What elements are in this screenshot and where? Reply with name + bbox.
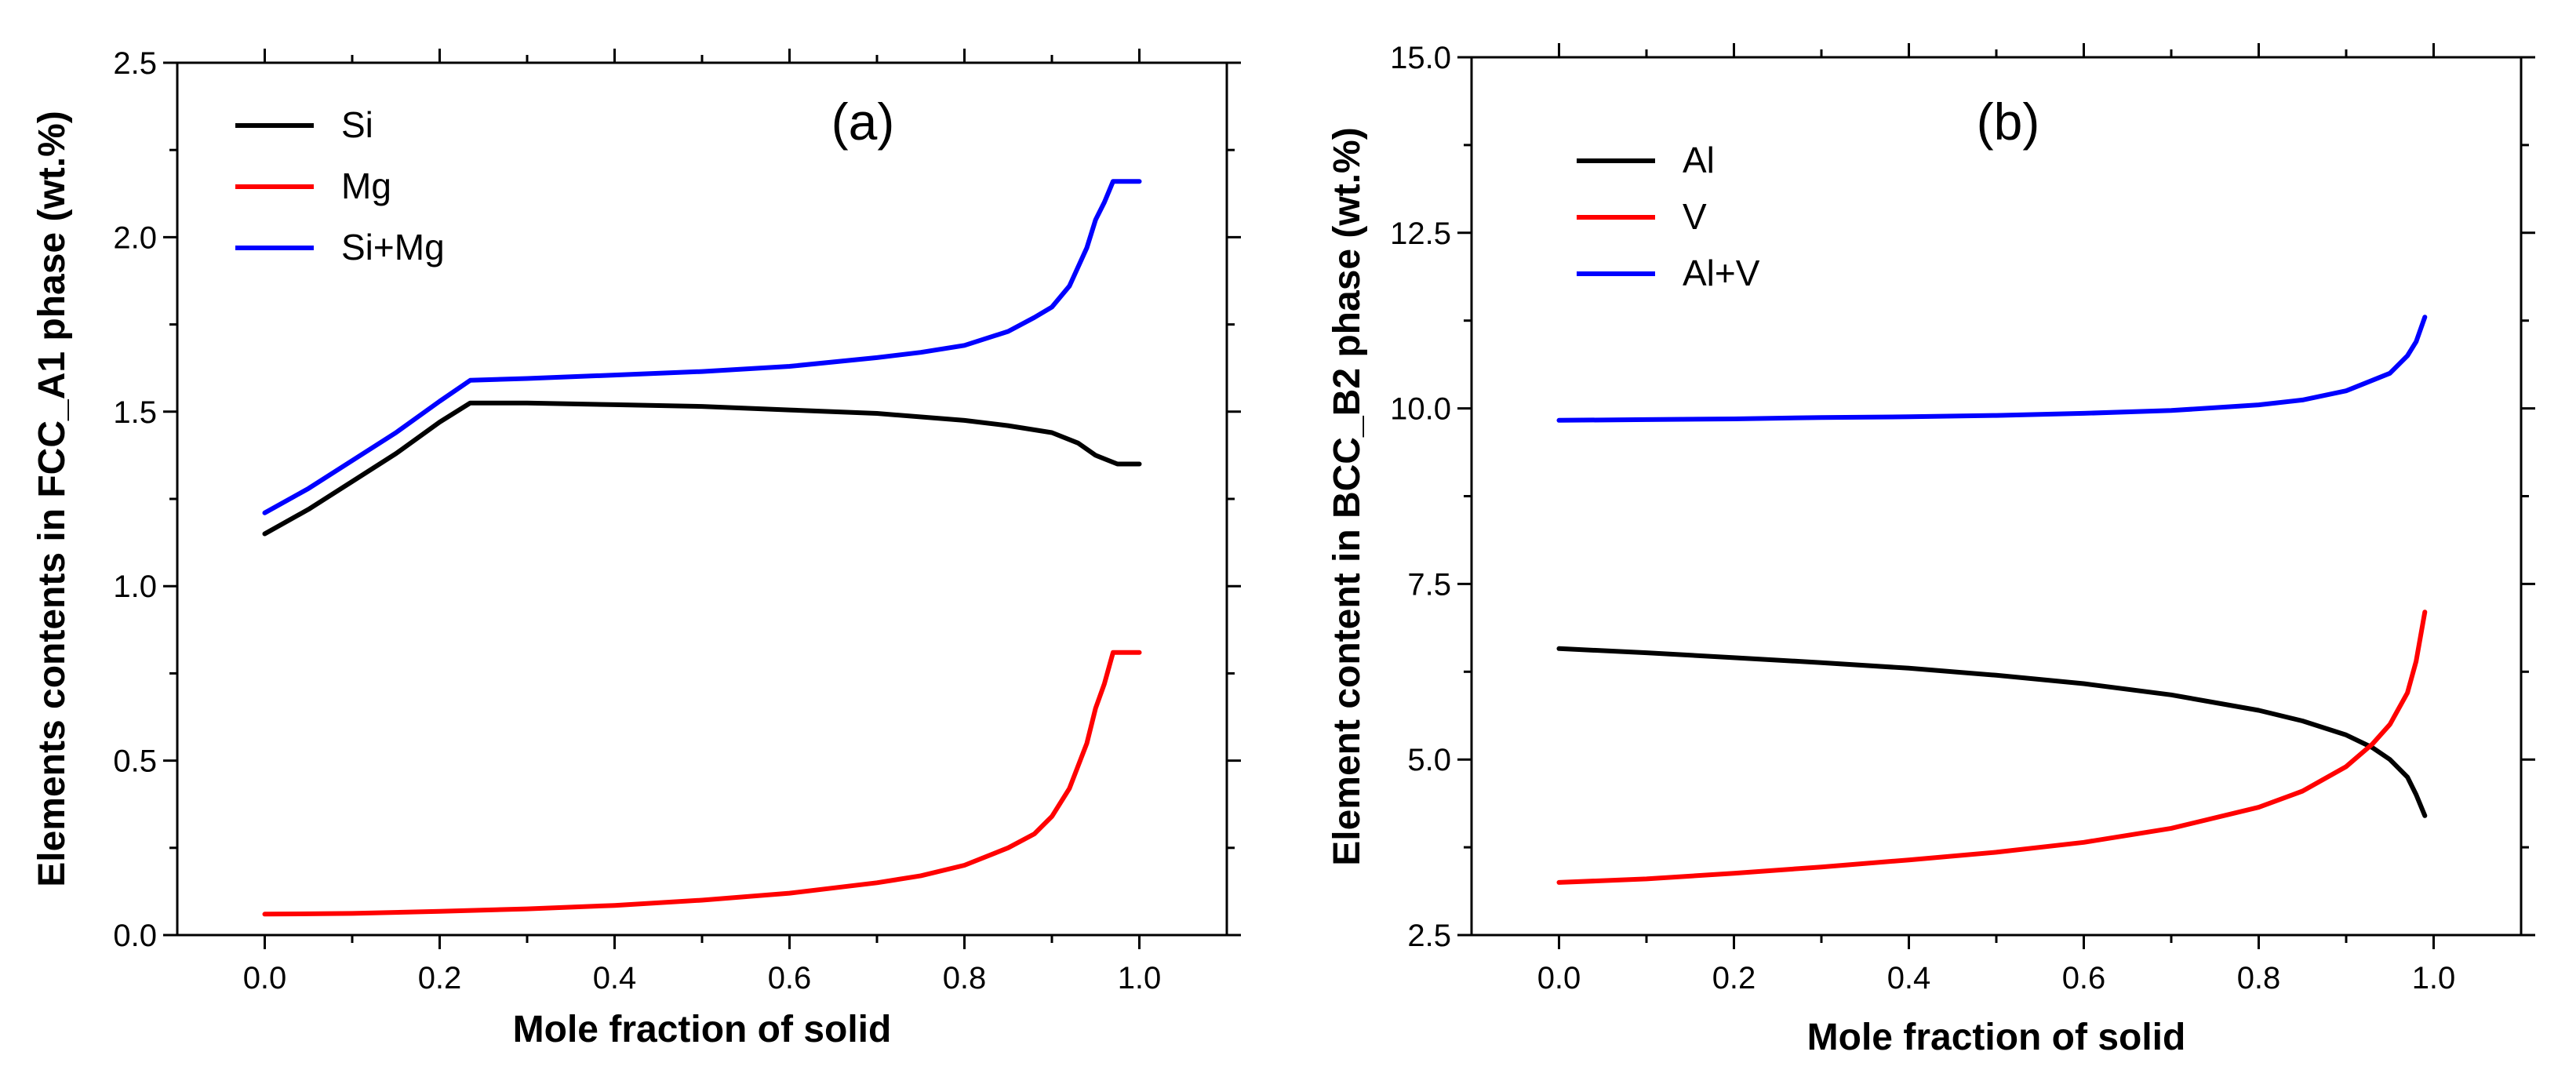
panel-label: (a)	[831, 93, 895, 151]
series-line-mg	[262, 650, 1142, 917]
y-tick-label: 7.5	[1407, 567, 1451, 602]
y-tick-label: 5.0	[1407, 743, 1451, 777]
y-tick-label: 1.0	[113, 570, 157, 604]
plot-frame	[176, 61, 1228, 937]
series-line-si-mg	[262, 179, 1142, 515]
legend-label-mg: Mg	[341, 166, 391, 206]
chart-panel-b: 0.0 0.2 0.4 0.6 0.8 1.0 2.5 5.0 7.5 10.0 12.5 15.0…	[1326, 41, 2535, 1058]
tick-marks	[163, 49, 1241, 949]
x-tick-label: 0.2	[1712, 961, 1756, 995]
x-tick-label: 0.8	[943, 961, 987, 995]
legend: Al V Al+V	[1577, 140, 1760, 293]
panel-label: (b)	[1977, 93, 2040, 151]
legend-label-al: Al	[1683, 140, 1715, 180]
y-tick-label: 1.5	[113, 395, 157, 430]
x-tick-label: 0.2	[418, 961, 462, 995]
x-tick-label: 1.0	[2412, 961, 2456, 995]
x-tick-label: 0.8	[2237, 961, 2281, 995]
legend: Si Mg Si+Mg	[235, 104, 445, 268]
x-tick-label: 0.4	[1887, 961, 1931, 995]
legend-label-si-mg: Si+Mg	[341, 227, 445, 268]
x-axis-title: Mole fraction of solid	[513, 1009, 892, 1050]
series-line-al	[1556, 646, 2428, 818]
y-tick-label: 0.5	[113, 744, 157, 779]
y-axis-title: Elements contents in FCC_A1 phase (wt.%)	[31, 111, 73, 887]
legend-label-al-v: Al+V	[1683, 253, 1760, 293]
data-series	[262, 179, 1142, 917]
x-tick-label: 0.6	[768, 961, 812, 995]
series-line-al-v	[1556, 315, 2428, 423]
y-tick-label: 0.0	[113, 919, 157, 953]
series-line-v	[1556, 610, 2428, 885]
x-axis-title: Mole fraction of solid	[1807, 1017, 2186, 1058]
y-tick-label: 10.0	[1390, 392, 1451, 427]
x-tick-label: 1.0	[1118, 961, 1162, 995]
y-tick-labels: 2.5 5.0 7.5 10.0 12.5 15.0	[1390, 41, 1451, 953]
plot-frame	[1470, 56, 2523, 937]
y-tick-labels: 0.0 0.5 1.0 1.5 2.0 2.5	[113, 46, 157, 953]
x-tick-labels: 0.0 0.2 0.4 0.6 0.8 1.0	[243, 961, 1162, 995]
y-tick-label: 2.5	[113, 46, 157, 81]
chart-panel-a: 0.0 0.2 0.4 0.6 0.8 1.0 0.0 0.5 1.0 1.5 2.0 2.5 (a…	[31, 46, 1241, 1050]
data-series	[1556, 315, 2428, 885]
y-tick-label: 2.0	[113, 220, 157, 255]
x-tick-labels: 0.0 0.2 0.4 0.6 0.8 1.0	[1537, 961, 2456, 995]
legend-label-v: V	[1683, 196, 1707, 237]
y-tick-label: 12.5	[1390, 217, 1451, 251]
x-tick-label: 0.4	[593, 961, 637, 995]
series-line-si	[262, 400, 1142, 537]
x-tick-label: 0.0	[1537, 961, 1581, 995]
y-axis-title: Element content in BCC_B2 phase (wt.%)	[1326, 127, 1368, 865]
tick-marks	[1457, 43, 2535, 949]
y-tick-label: 15.0	[1390, 41, 1451, 75]
legend-label-si: Si	[341, 104, 373, 145]
y-tick-label: 2.5	[1407, 919, 1451, 953]
x-tick-label: 0.6	[2062, 961, 2106, 995]
x-tick-label: 0.0	[243, 961, 287, 995]
